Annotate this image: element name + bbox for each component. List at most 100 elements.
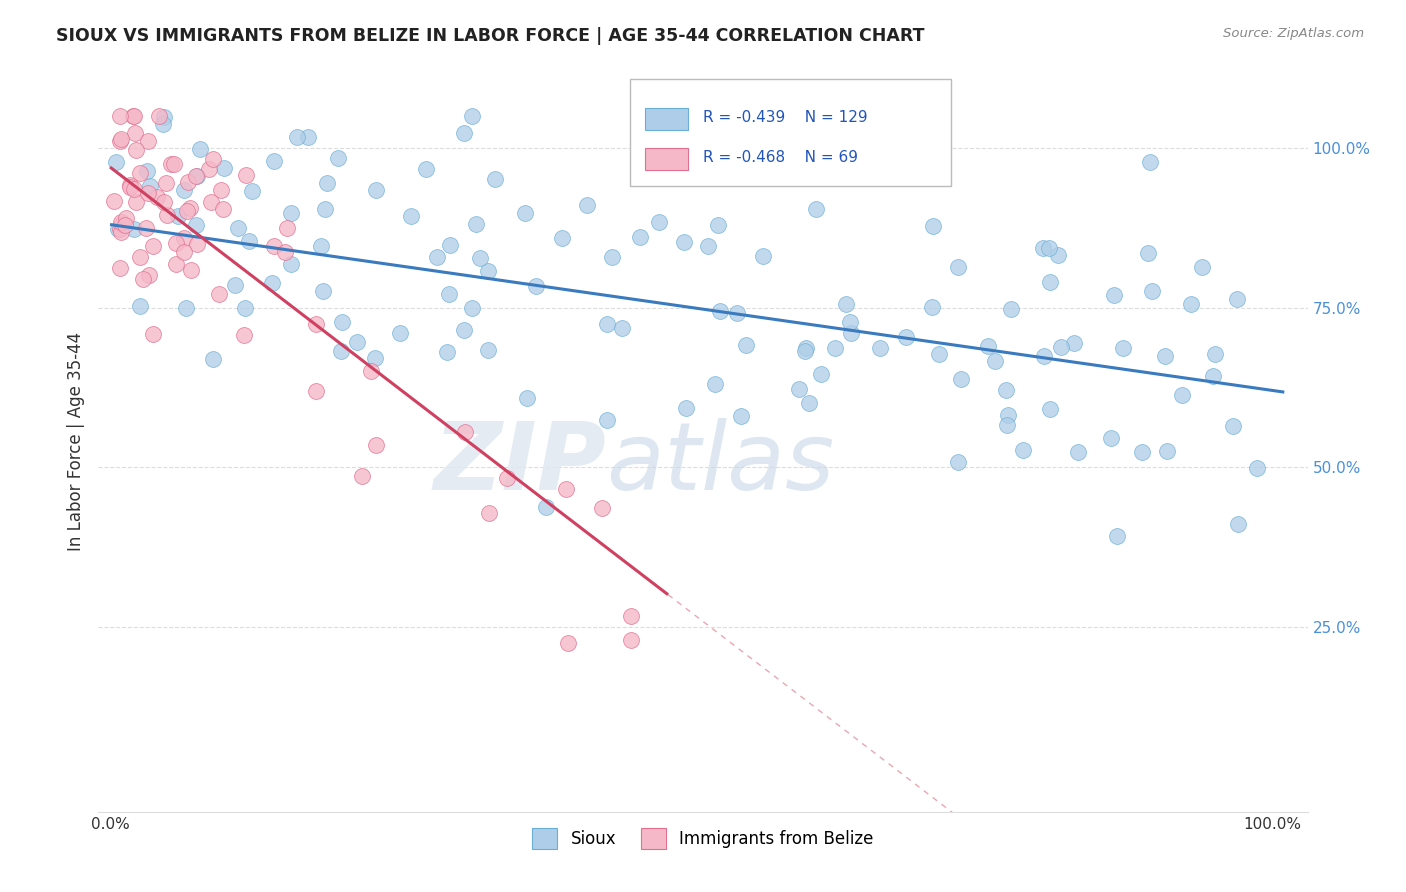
Point (869, 341, 891, 355)
Point (209, 183, 232, 197)
Point (995, 383, 1018, 397)
Point (1204, 346, 1226, 360)
Point (108, 109, 131, 123)
Point (839, 316, 862, 330)
Point (921, 300, 943, 314)
Point (1047, 247, 1070, 261)
Point (946, 260, 969, 275)
Point (1156, 444, 1178, 458)
Point (110, 132, 132, 146)
Point (1032, 241, 1054, 255)
Point (1107, 529, 1129, 543)
Point (1226, 517, 1249, 532)
Point (794, 343, 817, 358)
Point (176, 204, 198, 219)
Point (110, 215, 132, 229)
Point (173, 231, 195, 245)
Point (156, 208, 179, 222)
Point (977, 339, 1000, 353)
Point (1226, 292, 1249, 306)
Point (1039, 401, 1062, 416)
Point (513, 206, 536, 220)
Point (399, 209, 422, 223)
Y-axis label: In Labor Force | Age 35-44: In Labor Force | Age 35-44 (66, 332, 84, 551)
Point (415, 161, 437, 176)
Point (794, 341, 817, 355)
Point (186, 237, 208, 252)
Point (894, 330, 917, 344)
Point (948, 455, 970, 469)
Point (620, 609, 643, 624)
Point (197, 162, 219, 177)
Point (461, 301, 484, 316)
Point (276, 220, 298, 235)
Point (312, 284, 335, 298)
Point (212, 161, 235, 176)
Point (1222, 418, 1244, 433)
Point (238, 234, 260, 248)
Point (673, 235, 696, 249)
Point (180, 263, 202, 277)
Point (709, 304, 731, 318)
Point (103, 194, 125, 209)
Point (388, 326, 411, 340)
Point (152, 117, 174, 131)
Point (107, 222, 129, 236)
Point (460, 109, 482, 123)
Point (110, 225, 132, 239)
Text: atlas: atlas (606, 418, 835, 509)
Point (274, 245, 297, 260)
Point (1139, 155, 1161, 169)
Point (648, 215, 671, 229)
Point (128, 166, 150, 180)
Point (111, 217, 134, 231)
Point (464, 218, 486, 232)
Point (922, 219, 945, 233)
Point (557, 636, 579, 650)
Point (118, 178, 141, 192)
Point (364, 183, 387, 197)
Point (188, 142, 211, 156)
Point (478, 506, 501, 520)
Point (1191, 260, 1213, 275)
Point (1154, 349, 1177, 363)
Point (108, 222, 131, 236)
Point (1246, 460, 1268, 475)
Point (1102, 288, 1125, 302)
Point (165, 235, 187, 250)
Point (122, 222, 145, 236)
Point (262, 276, 284, 290)
Point (202, 153, 225, 167)
FancyBboxPatch shape (645, 147, 689, 169)
Text: Source: ZipAtlas.com: Source: ZipAtlas.com (1223, 27, 1364, 40)
Point (725, 306, 748, 320)
Point (207, 287, 229, 301)
Point (155, 176, 177, 190)
Point (226, 221, 249, 235)
Point (145, 190, 167, 204)
Point (173, 184, 195, 198)
Point (453, 323, 475, 337)
Point (1180, 296, 1202, 310)
Point (352, 468, 374, 483)
Point (690, 155, 713, 169)
Legend: Sioux, Immigrants from Belize: Sioux, Immigrants from Belize (526, 822, 880, 855)
Point (477, 263, 499, 277)
Point (806, 202, 828, 216)
Point (596, 317, 619, 331)
Point (436, 345, 458, 359)
Point (950, 372, 973, 386)
Point (1099, 431, 1122, 445)
Point (128, 299, 150, 313)
Point (620, 632, 643, 647)
Point (995, 417, 1018, 432)
Point (160, 157, 183, 171)
FancyBboxPatch shape (645, 108, 689, 130)
Point (734, 338, 756, 352)
Point (346, 335, 368, 350)
Point (600, 250, 623, 264)
Point (108, 134, 131, 148)
Point (360, 364, 382, 378)
Point (240, 184, 263, 198)
Point (810, 367, 832, 381)
